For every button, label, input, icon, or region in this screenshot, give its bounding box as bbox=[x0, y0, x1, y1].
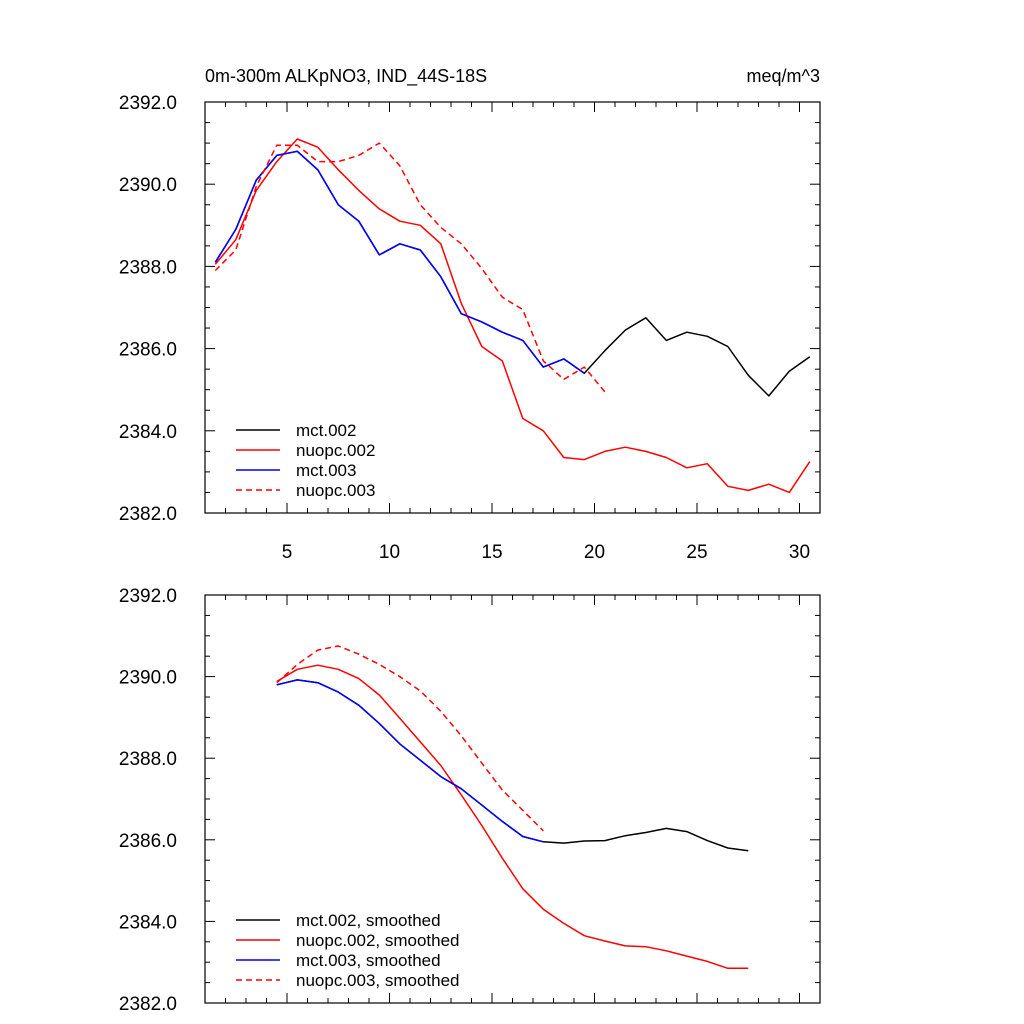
y-tick-label: 2384.0 bbox=[119, 422, 177, 443]
y-tick-label: 2382.0 bbox=[119, 994, 177, 1015]
y-tick-label: 2386.0 bbox=[119, 831, 177, 852]
y-tick-label: 2390.0 bbox=[119, 175, 177, 196]
legend-label: mct.003 bbox=[296, 461, 356, 480]
series-line-mct-003-smoothed bbox=[276, 679, 544, 843]
x-tick-label: 10 bbox=[379, 542, 400, 563]
legend-label: nuopc.003, smoothed bbox=[296, 971, 460, 990]
x-tick-label: 5 bbox=[282, 542, 293, 563]
series-line-mct-002 bbox=[214, 150, 811, 397]
y-tick-label: 2386.0 bbox=[119, 340, 177, 361]
top-panel: 5 10 15 20 25 30 2382.0 2384.0 2386.0 2388.0 2390.… bbox=[119, 93, 821, 563]
y-tick-label: 2392.0 bbox=[119, 586, 177, 607]
series-line-nuopc-002 bbox=[214, 138, 811, 494]
legend-label: mct.002, smoothed bbox=[296, 911, 441, 930]
series-line-mct-003 bbox=[214, 150, 585, 374]
bottom-panel: 2382.0 2384.0 2386.0 2388.0 2390.0 2392.0 mct.… bbox=[119, 586, 821, 1015]
legend-label: nuopc.002 bbox=[296, 441, 375, 460]
chart-units: meq/m^3 bbox=[747, 66, 820, 86]
legend-label: mct.002 bbox=[296, 421, 356, 440]
series-line-nuopc-002-smoothed bbox=[276, 664, 749, 970]
y-tick-label: 2382.0 bbox=[119, 504, 177, 525]
x-tick-label: 30 bbox=[789, 542, 810, 563]
legend-label: nuopc.002, smoothed bbox=[296, 931, 460, 950]
x-tick-label: 20 bbox=[584, 542, 605, 563]
series-line-nuopc-003-smoothed bbox=[276, 645, 544, 832]
legend-label: nuopc.003 bbox=[296, 481, 375, 500]
y-tick-label: 2392.0 bbox=[119, 93, 177, 114]
chart-title: 0m-300m ALKpNO3, IND_44S-18S bbox=[205, 66, 487, 87]
y-tick-label: 2390.0 bbox=[119, 668, 177, 689]
y-tick-label: 2388.0 bbox=[119, 749, 177, 770]
x-tick-label: 25 bbox=[686, 542, 707, 563]
y-tick-label: 2388.0 bbox=[119, 257, 177, 278]
y-tick-label: 2384.0 bbox=[119, 912, 177, 933]
series-line-mct-002-smoothed bbox=[276, 679, 749, 852]
legend-label: mct.003, smoothed bbox=[296, 951, 441, 970]
x-tick-label: 15 bbox=[481, 542, 502, 563]
series-line-nuopc-003 bbox=[214, 142, 606, 393]
